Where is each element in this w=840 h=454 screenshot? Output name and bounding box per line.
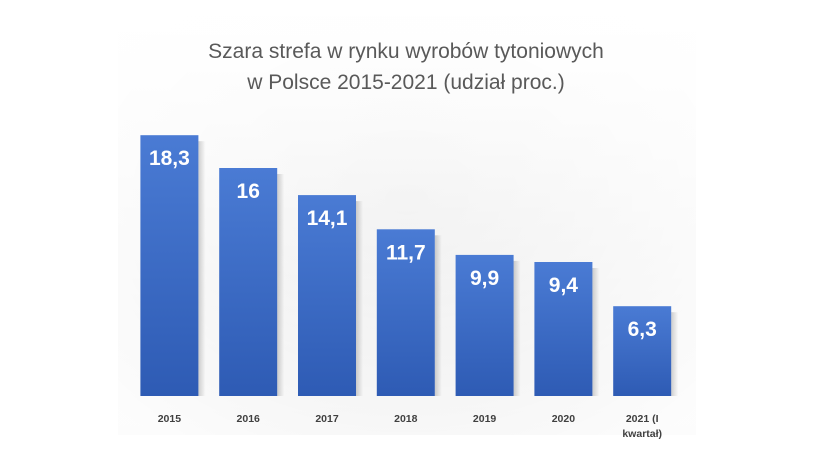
data-label: 16 <box>237 180 260 203</box>
bar-shadow <box>277 174 285 396</box>
labels-layer: 18,3 2015 16 2016 14,1 2017 11,7 2018 9,9 2019 9,4… <box>149 147 662 440</box>
data-label: 14,1 <box>307 207 348 230</box>
x-tick-label: 2017 <box>315 413 339 425</box>
x-tick-label: 2019 <box>473 413 497 425</box>
bar-2021 <box>613 306 672 396</box>
data-label: 18,3 <box>149 147 190 170</box>
x-tick-label: 2016 <box>237 413 261 425</box>
bar-2018 <box>376 229 435 396</box>
data-label: 9,9 <box>470 267 499 290</box>
x-tick-label: 2018 <box>394 413 418 425</box>
x-tick-label: 2020 <box>552 413 576 425</box>
bar-shadow <box>198 141 206 396</box>
data-label: 11,7 <box>386 241 426 264</box>
chart-title: Szara strefa w rynku wyrobów tytoniowych <box>208 40 604 63</box>
x-tick-label: 2021 (I <box>626 413 659 425</box>
data-label: 6,3 <box>628 318 657 341</box>
bar-shadow <box>592 268 600 396</box>
bar-2016 <box>219 168 278 396</box>
bar-shadow <box>513 260 521 396</box>
bar-2017 <box>298 195 356 396</box>
bar-2019 <box>455 254 514 396</box>
bar-shadow <box>434 235 442 396</box>
bar-2015 <box>140 135 199 396</box>
bar-2020 <box>534 262 593 396</box>
x-tick-label: 2015 <box>158 413 182 425</box>
x-tick-label: kwartał) <box>622 428 662 440</box>
bar-shadow <box>356 201 363 396</box>
data-label: 9,4 <box>549 274 579 297</box>
bars-layer <box>140 135 679 396</box>
bar-shadow <box>671 312 679 396</box>
chart-subtitle: w Polsce 2015-2021 (udział proc.) <box>246 71 565 94</box>
